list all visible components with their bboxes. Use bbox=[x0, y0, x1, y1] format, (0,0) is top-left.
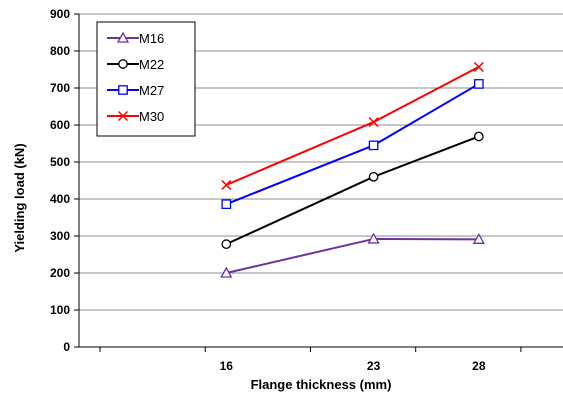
y-axis-title: Yielding load (kN) bbox=[12, 143, 27, 252]
data-point bbox=[472, 232, 485, 244]
legend-item-m27: M27 bbox=[107, 83, 164, 98]
y-tick-label: 900 bbox=[50, 7, 70, 21]
data-point bbox=[473, 79, 484, 89]
series-line bbox=[225, 135, 480, 246]
data-point bbox=[368, 171, 379, 182]
y-tick-labels: 0 100 200 300 400 500 600 700 800 900 bbox=[50, 7, 70, 354]
data-point bbox=[368, 117, 379, 128]
data-point bbox=[473, 61, 484, 72]
x-marker-stroke bbox=[221, 179, 232, 190]
legend-item-m16: M16 bbox=[107, 31, 164, 46]
legend-marker bbox=[117, 110, 129, 122]
x-tick-label: 16 bbox=[220, 359, 234, 373]
legend-label: M30 bbox=[139, 109, 164, 124]
series-m30 bbox=[221, 61, 484, 190]
data-point bbox=[368, 140, 379, 151]
y-tick-label: 400 bbox=[50, 192, 70, 206]
y-tick-label: 0 bbox=[63, 340, 70, 354]
y-tick-label: 700 bbox=[50, 81, 70, 95]
series-m16 bbox=[220, 232, 485, 278]
x-marker-stroke bbox=[473, 61, 484, 72]
legend-marker bbox=[118, 59, 128, 69]
data-point bbox=[367, 232, 380, 244]
axes bbox=[74, 13, 563, 352]
legend-item-m22: M22 bbox=[107, 57, 164, 72]
y-tick-label: 300 bbox=[50, 229, 70, 243]
y-tick-label: 500 bbox=[50, 155, 70, 169]
y-tick-label: 600 bbox=[50, 118, 70, 132]
legend-marker bbox=[116, 31, 130, 43]
series-m22 bbox=[221, 131, 484, 249]
data-point bbox=[220, 266, 233, 278]
legend-marker bbox=[118, 85, 128, 95]
x-marker-stroke bbox=[117, 110, 129, 122]
legend-label: M16 bbox=[139, 31, 164, 46]
y-tick-label: 800 bbox=[50, 44, 70, 58]
data-series bbox=[220, 61, 485, 278]
data-point bbox=[221, 199, 232, 210]
legend-label: M27 bbox=[139, 83, 164, 98]
data-point bbox=[221, 179, 232, 190]
x-tick-labels: 16 23 28 bbox=[220, 359, 486, 373]
legend-label: M22 bbox=[139, 57, 164, 72]
x-axis-title: Flange thickness (mm) bbox=[251, 377, 392, 392]
series-line bbox=[225, 66, 480, 186]
series-m27 bbox=[221, 79, 484, 210]
x-tick-label: 28 bbox=[472, 359, 486, 373]
y-tick-label: 200 bbox=[50, 266, 70, 280]
data-point bbox=[473, 131, 484, 142]
legend: M16 M22 M27 M30 bbox=[96, 21, 196, 137]
x-marker-stroke bbox=[368, 117, 379, 128]
y-tick-label: 100 bbox=[50, 303, 70, 317]
x-tick-label: 23 bbox=[367, 359, 381, 373]
legend-item-m30: M30 bbox=[107, 109, 164, 124]
series-line bbox=[226, 237, 479, 274]
data-point bbox=[221, 239, 232, 249]
